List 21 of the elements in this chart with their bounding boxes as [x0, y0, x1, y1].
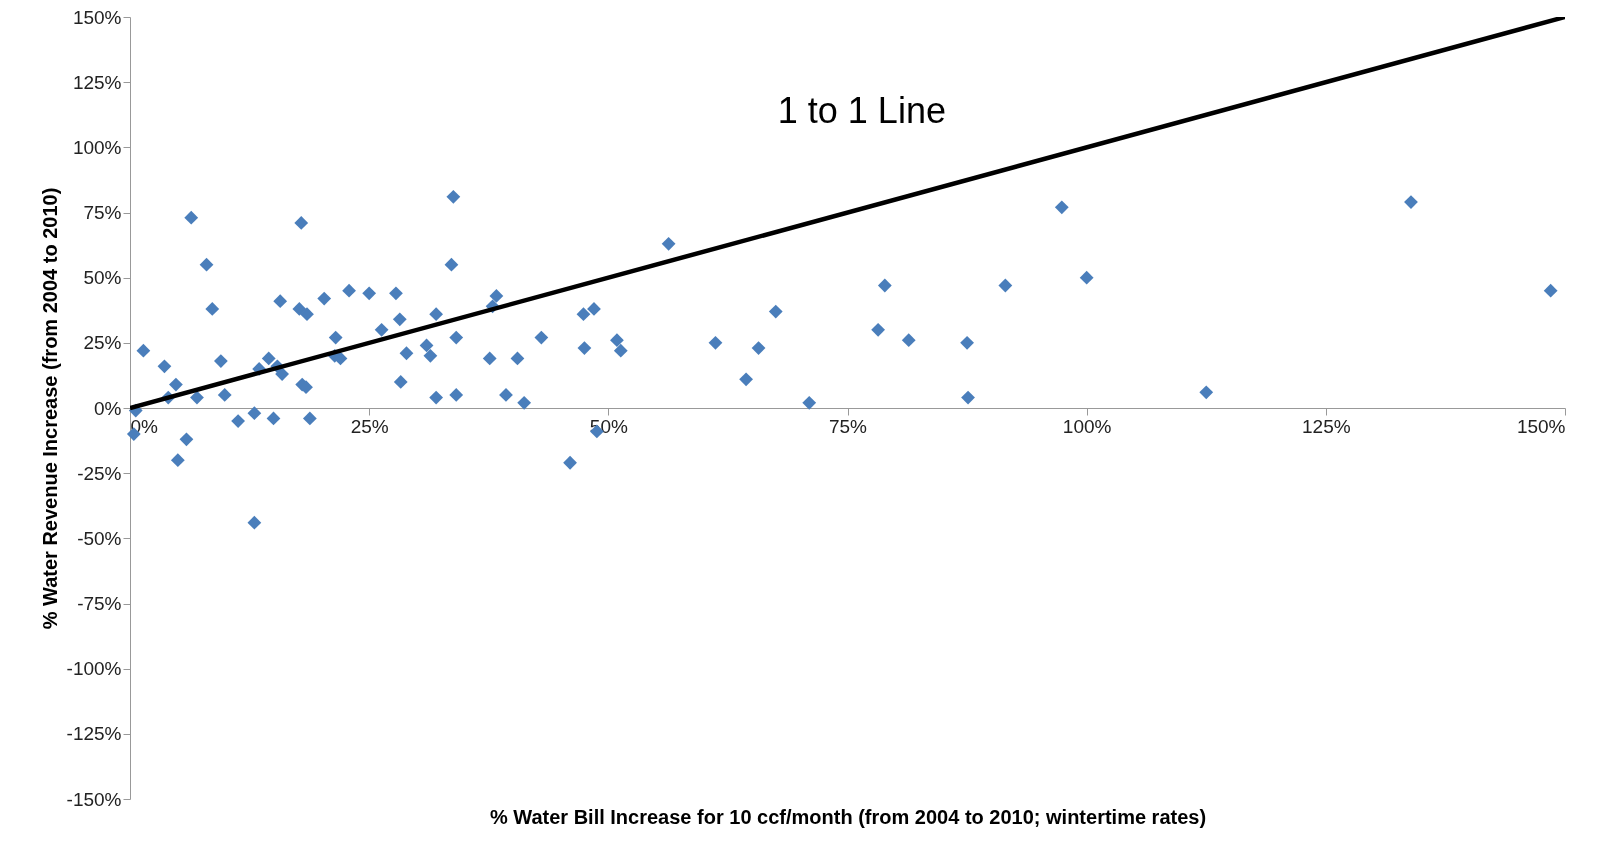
- y-tick-label: 125%: [72, 71, 122, 93]
- y-tick-label: -25%: [77, 462, 122, 484]
- x-tick-label: 150%: [1516, 415, 1566, 437]
- y-tick-label: 100%: [72, 136, 122, 158]
- y-tick-label: -75%: [77, 593, 122, 614]
- y-tick-label: 75%: [83, 202, 122, 223]
- x-tick-label: 125%: [1302, 415, 1351, 437]
- x-tick-label: 75%: [828, 415, 868, 437]
- y-tick-label: -125%: [66, 723, 122, 745]
- y-tick-label: -50%: [77, 527, 122, 549]
- y-tick-label: 150%: [72, 6, 122, 28]
- y-tick-label: 25%: [83, 332, 122, 354]
- y-tick-label: -150%: [66, 788, 122, 810]
- y-tick-label: 50%: [83, 267, 122, 289]
- annotation: 1 to 1 Line: [777, 90, 946, 131]
- x-tick-label: 25%: [350, 415, 389, 437]
- y-tick-label: 0%: [94, 397, 122, 419]
- y-axis-title: % Water Revenue Increase (from 2004 to 2010): [38, 187, 61, 630]
- y-tick-label: -100%: [66, 658, 122, 680]
- x-axis-title: % Water Bill Increase for 10 ccf/month (from 2004 to 2010; wintertime rates): [489, 805, 1207, 828]
- x-tick-label: 100%: [1062, 415, 1112, 437]
